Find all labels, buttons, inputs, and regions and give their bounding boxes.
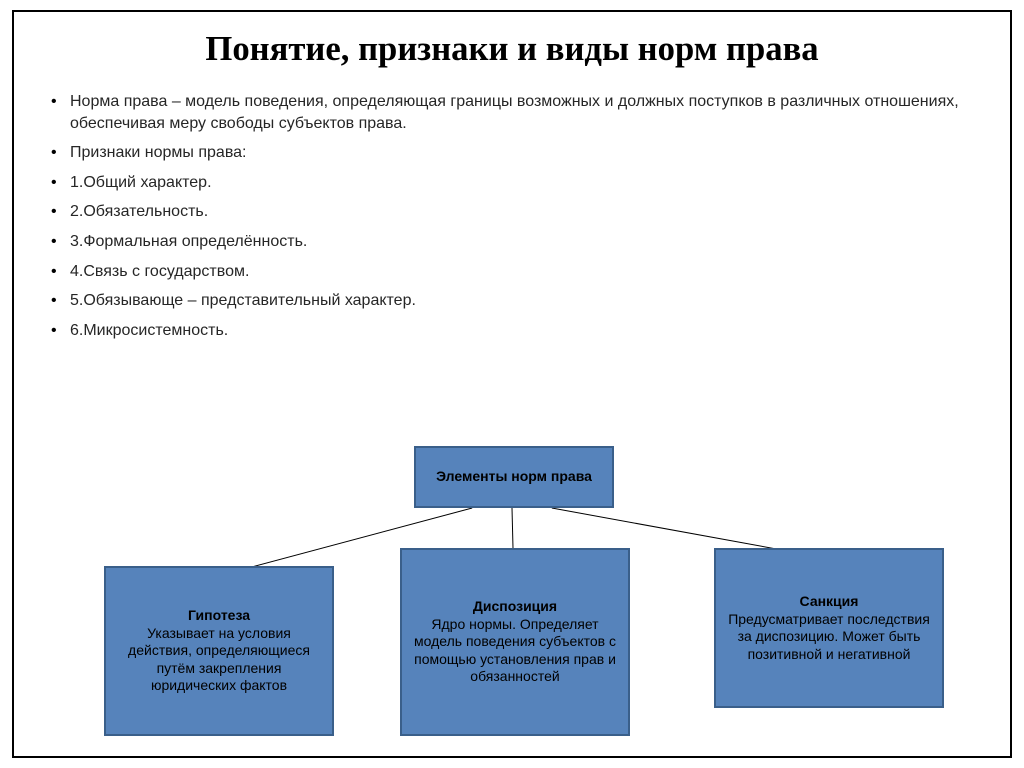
page-frame: Понятие, признаки и виды норм права Норм…: [12, 10, 1012, 758]
node-title: Гипотеза: [188, 607, 250, 625]
list-item: 4.Связь с государством.: [48, 261, 976, 283]
connector-line: [512, 508, 513, 548]
list-item: Признаки нормы права:: [48, 142, 976, 164]
node-title: Диспозиция: [473, 598, 557, 616]
tree-diagram: Элементы норм права ГипотезаУказывает на …: [14, 446, 1010, 756]
list-item: Норма права – модель поведения, определя…: [48, 91, 976, 134]
list-item: 5.Обязывающе – представительный характер…: [48, 290, 976, 312]
list-item: 2.Обязательность.: [48, 201, 976, 223]
page-title: Понятие, признаки и виды норм права: [48, 30, 976, 69]
tree-root-node: Элементы норм права: [414, 446, 614, 508]
list-item: 1.Общий характер.: [48, 172, 976, 194]
node-body: Указывает на условия действия, определяю…: [114, 625, 324, 695]
list-item: 3.Формальная определённость.: [48, 231, 976, 253]
node-title: Элементы норм права: [436, 468, 592, 486]
bullet-list: Норма права – модель поведения, определя…: [48, 91, 976, 341]
list-item: 6.Микросистемность.: [48, 320, 976, 342]
node-body: Предусматривает последствия за диспозици…: [724, 611, 934, 664]
tree-child-node: ДиспозицияЯдро нормы. Определяет модель …: [400, 548, 630, 736]
node-body: Ядро нормы. Определяет модель поведения …: [410, 616, 620, 686]
tree-child-node: СанкцияПредусматривает последствия за ди…: [714, 548, 944, 708]
tree-child-node: ГипотезаУказывает на условия действия, о…: [104, 566, 334, 736]
node-title: Санкция: [800, 593, 859, 611]
